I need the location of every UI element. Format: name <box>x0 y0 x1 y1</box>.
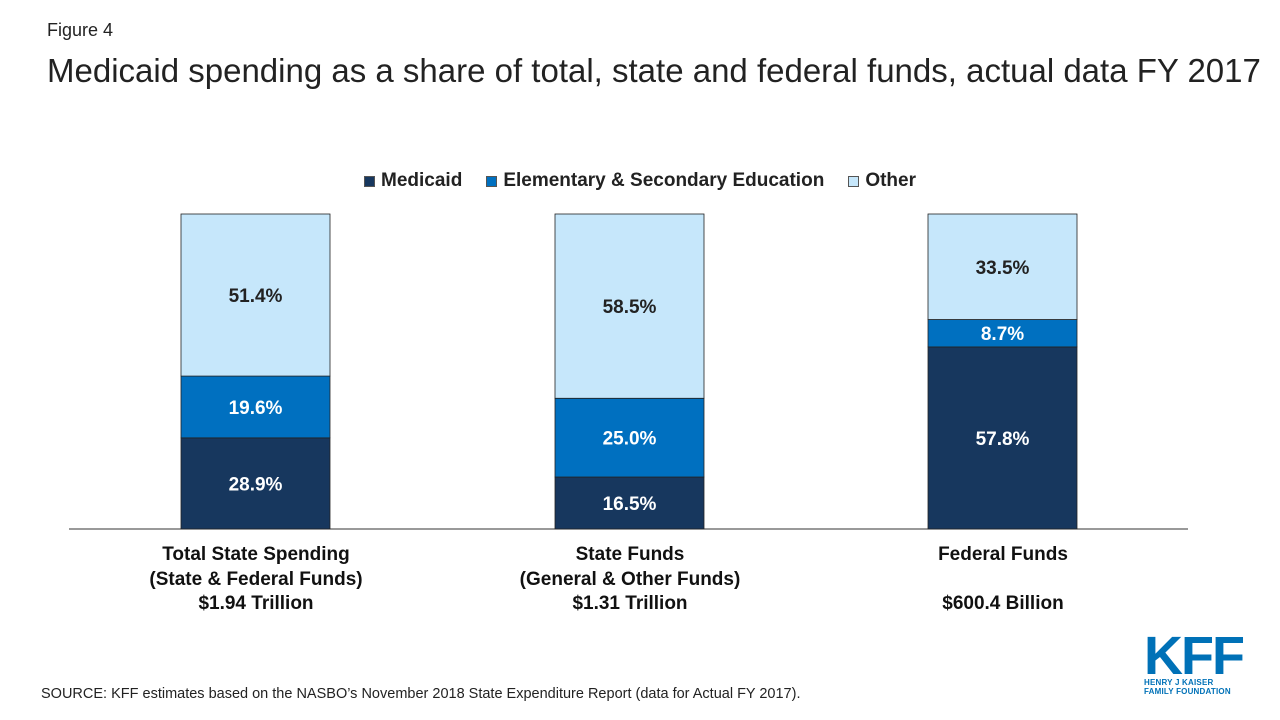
category-label-federal-line1: Federal Funds <box>938 544 1068 565</box>
data-label-education-1: 25.0% <box>603 429 657 450</box>
bar-segment-other-2 <box>927 213 1078 320</box>
kff-logo: KFF HENRY J KAISER FAMILY FOUNDATION <box>1144 626 1245 698</box>
category-label-federal: Federal Funds $600.4 Billion <box>853 543 1153 617</box>
legend-swatch-education <box>486 175 498 187</box>
data-label-medicaid-1: 16.5% <box>603 494 657 515</box>
logo-mark: KFF <box>1144 626 1245 686</box>
data-label-medicaid-0: 28.9% <box>229 474 283 495</box>
legend: Medicaid Elementary & Secondary Educatio… <box>0 170 1280 192</box>
legend-swatch-medicaid <box>364 175 375 187</box>
figure-label: Figure 4 <box>47 20 114 40</box>
logo-line2: FAMILY FOUNDATION <box>1144 687 1231 696</box>
bar-segment-education-1 <box>554 397 705 478</box>
data-label-education-0: 19.6% <box>229 398 283 419</box>
category-label-total-line2: (State & Federal Funds) <box>149 568 363 590</box>
category-label-total: Total State Spending (State & Federal Fu… <box>106 543 406 617</box>
category-label-state-line3: $1.31 Trillion <box>572 593 688 614</box>
category-label-federal-line3: $600.4 Billion <box>942 593 1064 614</box>
legend-swatch-other <box>848 175 860 187</box>
bar-segment-medicaid-2 <box>927 346 1078 530</box>
legend-label-other: Other <box>865 170 916 191</box>
category-label-state: State Funds (General & Other Funds) $1.3… <box>480 543 780 617</box>
legend-item-other: Other <box>848 170 916 192</box>
bar-segment-education-2 <box>927 319 1078 348</box>
data-label-other-0: 51.4% <box>229 286 283 307</box>
data-label-medicaid-2: 57.8% <box>976 429 1030 450</box>
category-label-federal-line2 <box>853 568 1153 593</box>
data-label-other-2: 33.5% <box>976 258 1030 279</box>
logo-line1: HENRY J KAISER <box>1144 678 1214 687</box>
legend-item-education: Elementary & Secondary Education <box>486 170 824 192</box>
bar-segment-education-0 <box>180 375 331 439</box>
data-label-other-1: 58.5% <box>603 297 657 318</box>
legend-item-medicaid: Medicaid <box>364 170 462 192</box>
bar-segment-medicaid-1 <box>554 476 705 530</box>
legend-label-medicaid: Medicaid <box>381 170 463 191</box>
bar-segment-other-1 <box>554 213 705 399</box>
data-label-education-2: 8.7% <box>981 324 1024 345</box>
bar-segment-medicaid-0 <box>180 437 331 530</box>
category-label-total-line3: $1.94 Trillion <box>198 593 314 614</box>
legend-label-education: Elementary & Secondary Education <box>503 170 825 191</box>
bar-segment-other-0 <box>180 213 331 377</box>
category-label-state-line2: (General & Other Funds) <box>519 568 741 590</box>
category-label-state-line1: State Funds <box>575 544 685 565</box>
chart-title: Medicaid spending as a share of total, s… <box>47 52 1261 89</box>
category-label-total-line1: Total State Spending <box>162 544 350 565</box>
source-note: SOURCE: KFF estimates based on the NASBO… <box>41 686 801 702</box>
